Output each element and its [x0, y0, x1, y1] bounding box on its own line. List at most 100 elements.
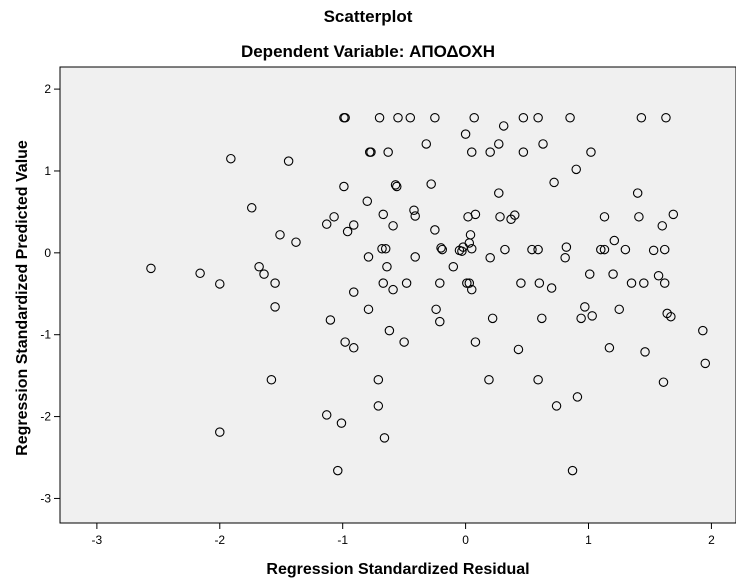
- x-tick-label: 1: [585, 533, 592, 547]
- data-point: [146, 263, 156, 274]
- data-point: [349, 343, 359, 353]
- data-point: [254, 262, 264, 272]
- data-point: [648, 245, 659, 256]
- data-point: [340, 337, 350, 347]
- data-point: [470, 209, 481, 220]
- chart-subtitle: Dependent Variable: ΑΠΟΔΟΧΗ: [240, 42, 496, 61]
- data-point: [584, 269, 595, 279]
- data-point: [576, 313, 586, 324]
- y-tick-label: 0: [44, 246, 51, 260]
- data-point: [636, 113, 647, 123]
- x-tick-label: 0: [462, 533, 469, 547]
- data-point: [373, 374, 384, 385]
- data-point: [329, 212, 339, 222]
- data-point: [466, 243, 477, 254]
- data-point: [510, 210, 520, 220]
- data-point: [362, 196, 373, 207]
- data-point: [469, 113, 479, 123]
- data-point: [533, 113, 543, 123]
- data-point: [466, 147, 477, 157]
- data-point: [659, 244, 670, 255]
- data-point: [410, 252, 420, 262]
- data-point: [340, 113, 350, 123]
- data-point: [457, 246, 467, 256]
- x-tick-label: 2: [708, 533, 715, 547]
- data-point: [537, 313, 547, 324]
- data-point: [382, 262, 392, 272]
- x-tick-label: -3: [92, 533, 103, 547]
- data-point: [500, 244, 510, 255]
- data-point: [421, 139, 432, 149]
- data-point: [659, 278, 670, 288]
- data-point: [275, 230, 285, 240]
- data-point: [379, 433, 390, 443]
- data-point: [580, 302, 590, 312]
- data-point: [383, 147, 393, 157]
- data-point: [401, 278, 412, 288]
- data-point: [321, 219, 332, 229]
- chart-title: Scatterplot: [323, 7, 413, 26]
- data-point: [632, 188, 643, 198]
- data-point: [653, 271, 664, 281]
- data-point: [604, 343, 615, 353]
- data-point: [390, 180, 401, 190]
- data-point: [215, 279, 225, 289]
- data-point: [485, 253, 495, 263]
- data-point: [399, 337, 409, 347]
- data-point: [409, 205, 419, 216]
- data-point: [270, 278, 280, 288]
- data-point: [666, 311, 676, 322]
- data-point: [571, 164, 581, 175]
- data-point: [363, 304, 374, 315]
- data-point: [339, 181, 349, 192]
- data-point: [388, 221, 398, 231]
- data-point: [634, 212, 644, 222]
- data-point: [431, 304, 441, 315]
- data-point: [549, 177, 559, 188]
- data-point: [435, 278, 445, 288]
- data-point: [430, 225, 440, 235]
- data-point: [246, 203, 257, 213]
- data-point: [377, 243, 387, 254]
- data-point: [546, 283, 557, 293]
- data-point: [572, 392, 583, 402]
- data-point: [380, 243, 391, 254]
- data-point: [325, 315, 336, 325]
- data-point: [567, 465, 578, 476]
- data-point: [392, 181, 402, 192]
- data-point: [614, 304, 624, 315]
- data-point: [609, 235, 620, 246]
- plot-area: [59, 66, 736, 524]
- data-point: [435, 316, 445, 327]
- data-point: [393, 113, 403, 123]
- data-point: [374, 113, 385, 123]
- data-point: [596, 244, 606, 255]
- data-point: [538, 139, 548, 149]
- data-point: [599, 212, 610, 222]
- data-point: [700, 358, 711, 369]
- y-tick-label: -3: [40, 491, 51, 505]
- data-point: [626, 278, 637, 288]
- data-point: [657, 221, 668, 231]
- x-tick-label: -1: [337, 533, 348, 547]
- y-tick-label: 2: [44, 82, 51, 96]
- data-point: [259, 269, 269, 279]
- data-point: [460, 129, 471, 139]
- data-point: [640, 347, 650, 357]
- data-point: [470, 337, 481, 347]
- data-point: [658, 377, 669, 387]
- data-point: [661, 113, 671, 123]
- data-point: [533, 244, 543, 255]
- data-point: [639, 278, 649, 288]
- data-point: [565, 113, 575, 123]
- data-point: [560, 253, 570, 263]
- data-point: [518, 113, 529, 123]
- data-point: [527, 244, 537, 255]
- data-point: [226, 153, 236, 164]
- data-point: [378, 278, 389, 288]
- data-point: [410, 211, 420, 221]
- data-point: [516, 278, 526, 288]
- data-point: [270, 302, 280, 312]
